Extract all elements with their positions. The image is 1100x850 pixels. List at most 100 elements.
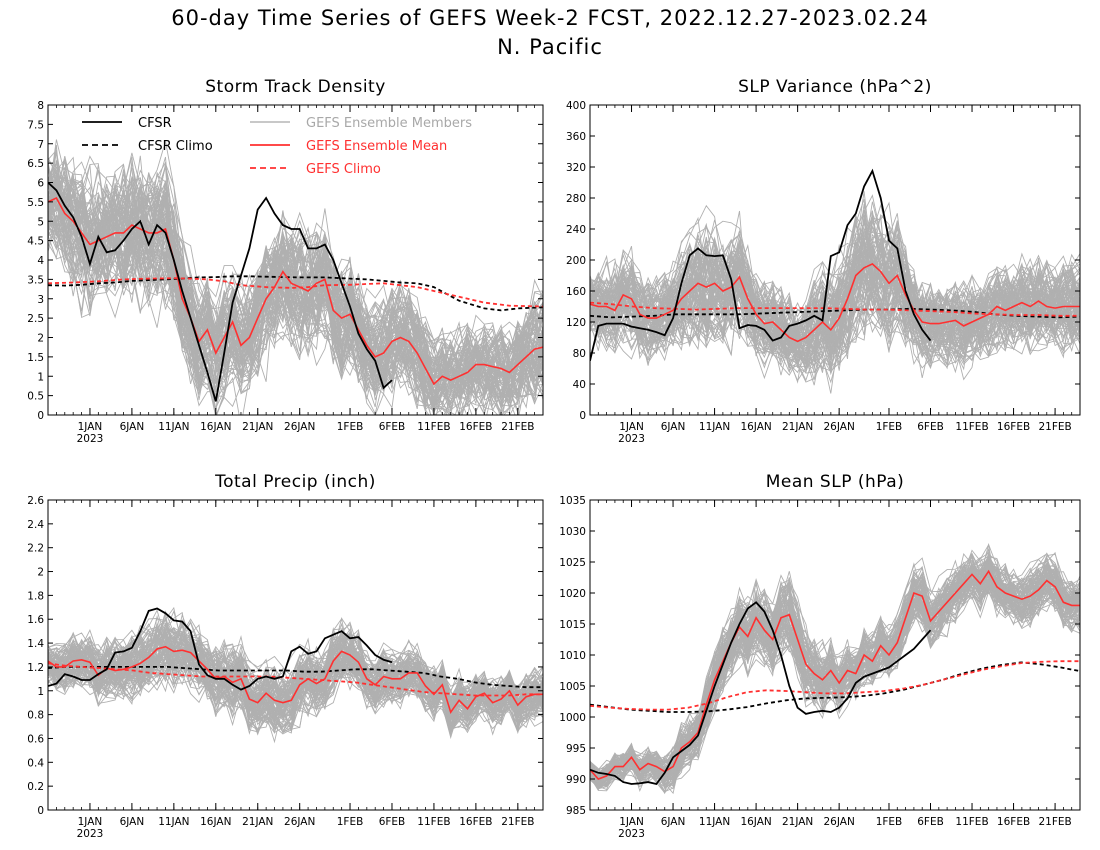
x-tick-label: 11FEB [955, 816, 988, 828]
x-tick-label: 1JAN [78, 421, 103, 433]
y-tick-label: 2.5 [27, 313, 44, 325]
series-cfsr [48, 607, 393, 691]
y-tick-label: 3.5 [27, 274, 44, 286]
series-gefs-climo [590, 660, 1080, 711]
y-tick-label: 0.4 [27, 757, 44, 769]
y-tick-label: 995 [566, 743, 586, 755]
member-line [48, 179, 543, 415]
x-tick-label: 11JAN [158, 421, 189, 433]
figure-title: 60-day Time Series of GEFS Week-2 FCST, … [171, 6, 929, 30]
y-tick-label: 0.2 [27, 781, 44, 793]
series-gefs-climo [590, 301, 1080, 317]
plot-frame [47, 499, 544, 811]
chart-title: Mean SLP (hPa) [766, 472, 905, 492]
y-tick-label: 4.5 [27, 236, 44, 248]
x-tick-label: 1FEB [876, 421, 903, 433]
x-tick-label: 16FEB [997, 816, 1030, 828]
plot-area [48, 606, 543, 744]
y-tick-label: 320 [566, 162, 586, 174]
x-tick-label: 6JAN [120, 816, 145, 828]
ensemble-members [590, 191, 1080, 394]
x-tick-label: 6FEB [379, 421, 406, 433]
ensemble-members [590, 543, 1080, 795]
x-tick-label: 21JAN [242, 816, 273, 828]
member-line [590, 217, 1080, 358]
x-tick-label: 21JAN [782, 816, 813, 828]
x-tick-label: 16JAN [200, 816, 231, 828]
y-tick-label: 7.5 [27, 119, 44, 131]
x-tick-label: 16FEB [997, 421, 1030, 433]
member-line [590, 218, 1080, 358]
y-tick-label: 1.4 [27, 638, 44, 650]
chart-panel-1: SLP Variance (hPa^2) 0 40 80 120 160 200 240 280… [566, 77, 1081, 445]
x-tick-label: 16FEB [459, 421, 492, 433]
x-tick-label: 21JAN [242, 421, 273, 433]
series-cfsr [590, 601, 932, 786]
member-line [48, 165, 543, 412]
y-tick-label: 0 [37, 410, 44, 422]
member-line [48, 160, 543, 378]
ensemble-members [48, 139, 543, 415]
y-tick-label: 7 [37, 139, 44, 151]
y-tick-label: 1025 [559, 557, 586, 569]
y-tick-label: 160 [566, 286, 586, 298]
x-year-label: 2023 [77, 433, 104, 445]
legend: CFSR CFSR Climo GEFS Ensemble Members GEFS … [82, 116, 472, 177]
y-tick-label: 1.2 [27, 662, 44, 674]
x-tick-label: 21FEB [501, 421, 534, 433]
series-ensemble-mean [48, 196, 543, 386]
member-line [590, 222, 1080, 376]
member-line [48, 181, 543, 414]
member-line [48, 162, 543, 397]
x-tick-label: 11JAN [158, 816, 189, 828]
y-tick-label: 200 [566, 255, 586, 267]
legend-gefs-climo-label: GEFS Climo [306, 162, 381, 177]
x-tick-label: 26JAN [284, 421, 315, 433]
x-tick-label: 6JAN [661, 816, 686, 828]
member-line [590, 259, 1080, 364]
x-tick-label: 6FEB [917, 421, 944, 433]
x-tick-label: 11FEB [955, 421, 988, 433]
y-tick-label: 0 [37, 805, 44, 817]
legend-members-label: GEFS Ensemble Members [306, 116, 472, 131]
series-cfsr-climo [48, 666, 543, 689]
chart-title: Total Precip (inch) [214, 472, 376, 492]
member-line [48, 172, 543, 415]
chart-panel-0: Storm Track Density 0 0.5 1 1.5 2 2.5 3 3.5 4 4.5 5… [27, 77, 544, 445]
x-tick-label: 11JAN [699, 816, 730, 828]
y-tick-label: 990 [566, 774, 586, 786]
y-tick-label: 1010 [559, 650, 586, 662]
y-tick-label: 4 [37, 255, 44, 267]
x-tick-label: 6JAN [661, 421, 686, 433]
chart-title: SLP Variance (hPa^2) [738, 77, 932, 97]
legend-mean-label: GEFS Ensemble Mean [306, 139, 447, 154]
y-tick-label: 5 [37, 216, 44, 228]
x-tick-label: 16FEB [459, 816, 492, 828]
y-tick-label: 6.5 [27, 158, 44, 170]
member-line [590, 573, 1080, 785]
member-line [590, 576, 1080, 784]
plot-area [590, 543, 1080, 795]
legend-cfsr-climo-label: CFSR Climo [138, 139, 213, 154]
y-tick-label: 1 [37, 371, 44, 383]
chart-panel-3: Mean SLP (hPa) 985 990 995 1000 1005 1010 1015 1… [559, 472, 1081, 840]
x-tick-label: 26JAN [284, 816, 315, 828]
member-line [48, 182, 543, 411]
member-line [48, 156, 543, 410]
x-tick-label: 11JAN [699, 421, 730, 433]
y-tick-label: 120 [566, 317, 586, 329]
member-line [48, 625, 543, 731]
member-line [48, 197, 543, 400]
member-line [590, 260, 1080, 374]
plot-area [48, 139, 543, 415]
x-tick-label: 1JAN [78, 816, 103, 828]
x-tick-label: 1JAN [619, 816, 644, 828]
y-tick-label: 0 [579, 410, 586, 422]
y-tick-label: 1005 [559, 681, 586, 693]
y-tick-label: 2 [37, 567, 44, 579]
y-tick-label: 2.6 [27, 495, 44, 507]
x-year-label: 2023 [618, 828, 645, 840]
y-tick-label: 1.8 [27, 590, 44, 602]
y-tick-label: 40 [573, 379, 586, 391]
